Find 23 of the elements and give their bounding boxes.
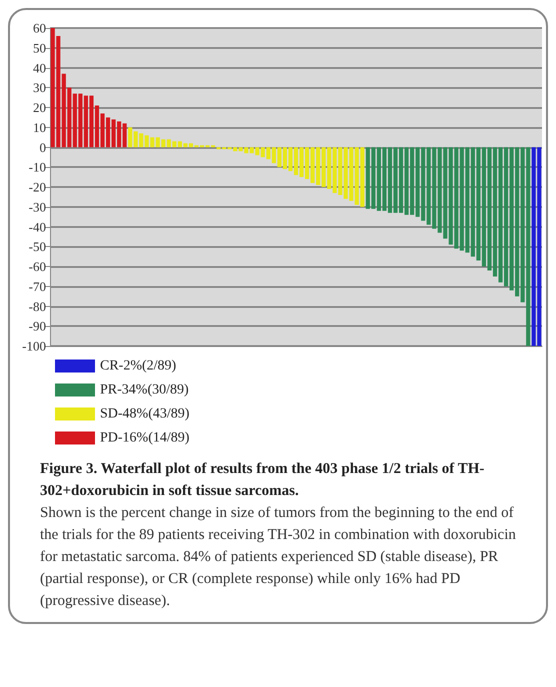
y-tick-label: 10 — [33, 120, 46, 135]
legend-label: CR-2%(2/89) — [100, 358, 177, 374]
text: Figure 3. Waterfall plot of results from the 403 phase 1/2 trials of TH-302+doxorubicin in soft tissue sarcomas. — [40, 460, 486, 501]
y-tick-label: -80 — [28, 298, 46, 314]
y-tick-label: -60 — [28, 259, 46, 274]
y-tick-label: 0 — [40, 140, 46, 155]
y-tick-label: -20 — [28, 180, 46, 194]
y-tick-label: 20 — [33, 100, 46, 115]
y-tick-label: -40 — [28, 219, 46, 234]
text: Shown is the percent change in size of tumors from the beginning to the end of the trials for the 89 patients receiving TH-302 in combination with doxorubicin for metastatic sarcoma. 84% of patients experienced SD (stable disease), PR (partial response), or CR (complete response) while only 16% had PD (progressive disease). — [40, 504, 517, 611]
y-tick-label: 60 — [33, 20, 46, 36]
y-tick-label: -10 — [28, 160, 46, 175]
y-tick-label: 30 — [33, 80, 46, 96]
y-tick-label: -30 — [28, 199, 46, 214]
y-tick-label: -50 — [28, 239, 46, 254]
y-tick-label: 40 — [33, 60, 46, 76]
y-tick-label: -100 — [22, 338, 46, 354]
y-tick-label: -70 — [28, 278, 46, 294]
legend-label: PR-34%(30/89) — [100, 382, 189, 398]
legend-label: SD-48%(43/89) — [100, 406, 190, 422]
y-tick-label: 50 — [33, 40, 46, 56]
y-tick-label: -90 — [28, 318, 46, 334]
legend-label: PD-16%(14/89) — [100, 430, 190, 446]
